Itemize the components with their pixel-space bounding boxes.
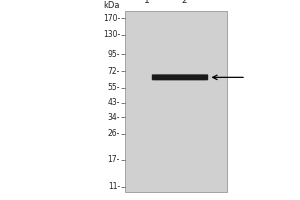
Text: 11-: 11- <box>108 182 120 191</box>
Text: 43-: 43- <box>107 98 120 107</box>
Text: 17-: 17- <box>108 155 120 164</box>
Text: 34-: 34- <box>107 113 120 122</box>
Text: 170-: 170- <box>103 14 120 23</box>
Text: 130-: 130- <box>103 30 120 39</box>
Text: 72-: 72- <box>108 67 120 76</box>
FancyBboxPatch shape <box>152 74 208 80</box>
Text: 26-: 26- <box>108 129 120 138</box>
Text: 2: 2 <box>182 0 187 5</box>
Text: 55-: 55- <box>107 83 120 92</box>
Text: kDa: kDa <box>103 1 120 10</box>
Text: 95-: 95- <box>107 50 120 59</box>
Bar <box>124 11 226 192</box>
Text: 1: 1 <box>144 0 150 5</box>
